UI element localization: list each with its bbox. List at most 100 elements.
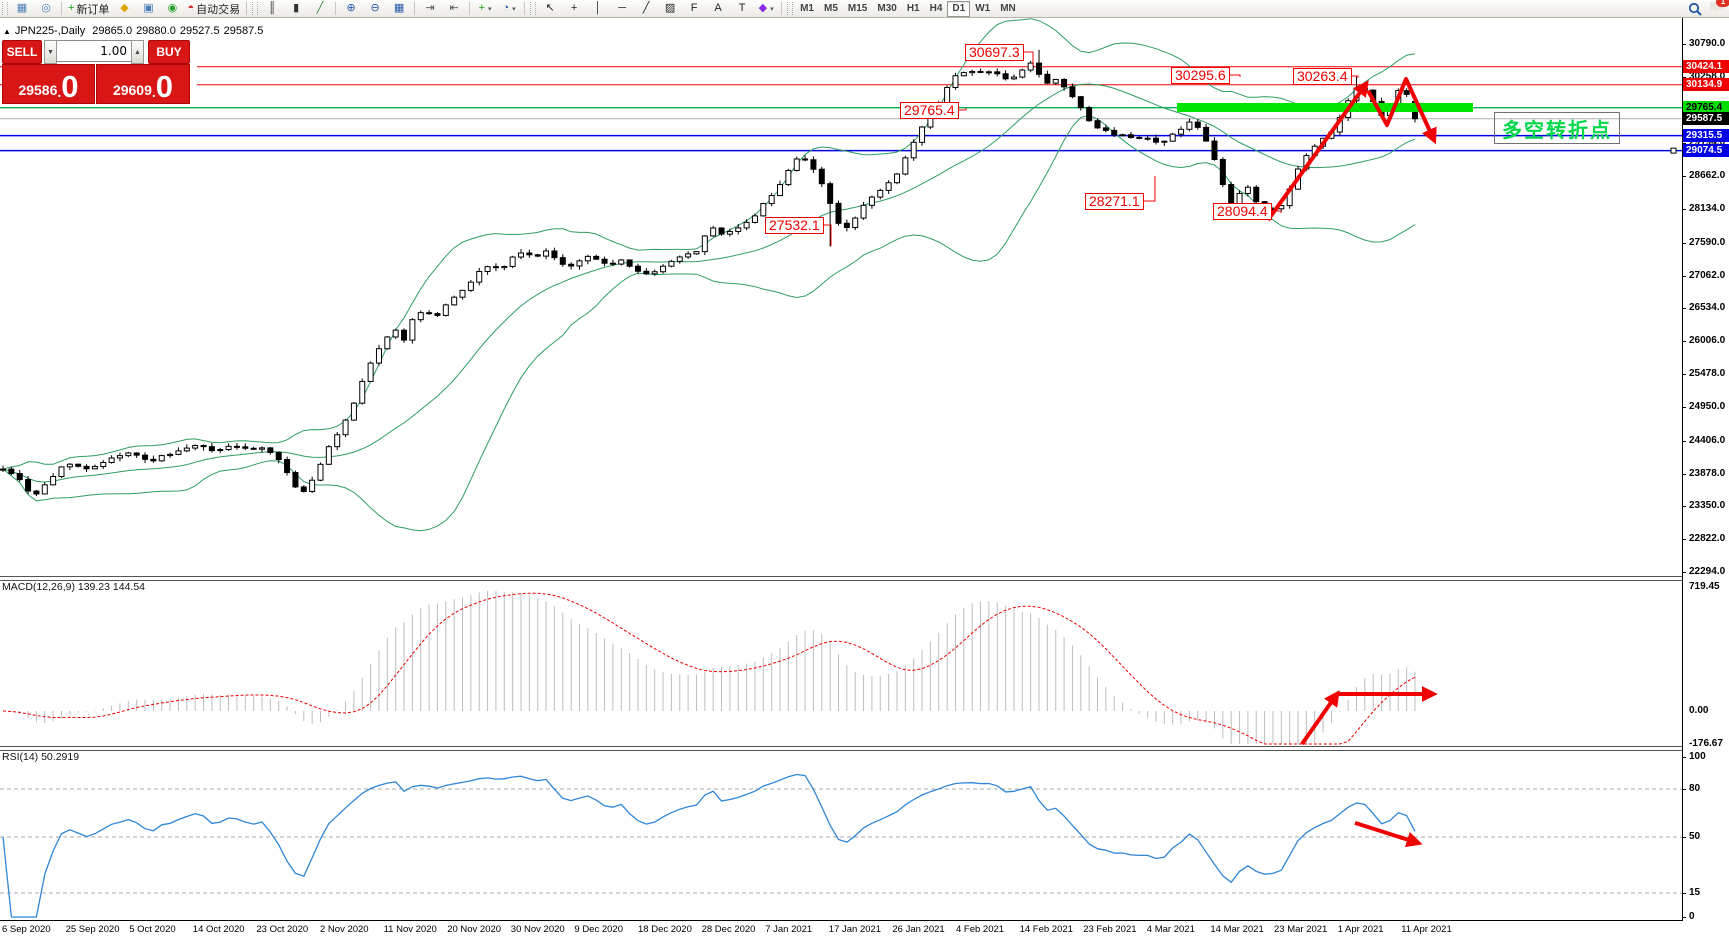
volume-up-button[interactable]: ▲ — [131, 40, 144, 64]
price-label-30295.6[interactable]: 30295.6 — [1171, 67, 1230, 84]
vertical-line-button[interactable]: │ — [586, 0, 610, 17]
timeframe-m15-button[interactable]: M15 — [847, 3, 868, 14]
zoom-out-button[interactable]: ⊖ — [363, 0, 387, 17]
text-button[interactable]: A — [706, 0, 730, 17]
text-label-icon: T — [738, 2, 746, 14]
community-button[interactable]: ◉ — [160, 0, 184, 17]
toolbar-separator — [524, 2, 526, 15]
price-tick-mark — [1682, 44, 1686, 45]
crosshair-button[interactable]: + — [562, 0, 586, 17]
cursor-button[interactable]: ↖ — [538, 0, 562, 17]
price-tick-label: 28134.0 — [1689, 203, 1726, 215]
price-label-28271.1[interactable]: 28271.1 — [1085, 193, 1144, 210]
collapse-trading-icon[interactable]: ▲ — [3, 27, 11, 36]
candle-body — [359, 380, 366, 404]
price-label-29765.4[interactable]: 29765.4 — [900, 102, 959, 119]
time-axis-line — [0, 920, 1683, 921]
bar-chart-button[interactable]: ║ — [260, 0, 284, 17]
auto-scroll-button[interactable]: ⇥ — [418, 0, 442, 17]
buy-button[interactable]: BUY — [148, 40, 190, 64]
trendline-button[interactable]: ╱ — [634, 0, 658, 17]
macd-arrow[interactable] — [1300, 690, 1340, 746]
tile-windows-button[interactable]: ▦ — [387, 0, 411, 17]
timeframe-m5-button[interactable]: M5 — [824, 3, 838, 14]
candle-body — [760, 203, 767, 217]
auto-trading-button[interactable]: ◓ 自动交易 — [184, 0, 243, 17]
timeframe-h1-button[interactable]: H1 — [906, 3, 920, 14]
timeframe-h4-button[interactable]: H4 — [929, 3, 943, 14]
notifications-button[interactable]: 1 — [1710, 0, 1729, 17]
volume-down-button[interactable]: ▼ — [44, 40, 57, 64]
text-label-button[interactable]: T — [730, 0, 754, 17]
toolbar-right: 1 — [1688, 0, 1729, 17]
price-label-30697.3[interactable]: 30697.3 — [965, 44, 1024, 61]
sell-price-box[interactable]: 29586. 0 — [2, 64, 95, 104]
rsi-axis-label: 50 — [1689, 831, 1701, 842]
timeframe-d1-button[interactable]: D1 — [947, 0, 971, 17]
candle-body — [534, 254, 541, 257]
toolbar-grip[interactable] — [2, 2, 8, 15]
line-chart-button[interactable]: ╱ — [308, 0, 332, 17]
arrows-button[interactable]: ◆ ▾ — [754, 0, 778, 17]
price-label-28094.4[interactable]: 28094.4 — [1213, 203, 1272, 220]
toolbar-grip[interactable] — [252, 2, 259, 15]
macd-panel-divider[interactable] — [0, 576, 1682, 581]
data-window-button[interactable]: ▣ — [136, 0, 160, 17]
candlestick-chart-button[interactable]: ▮ — [284, 0, 308, 17]
candle-body — [426, 312, 433, 315]
search-icon[interactable] — [1688, 2, 1702, 16]
date-label: 14 Feb 2021 — [1019, 924, 1073, 935]
arrows-dropdown-icon[interactable]: ▾ — [770, 5, 774, 13]
sell-button[interactable]: SELL — [2, 40, 42, 64]
candle-body — [994, 71, 1001, 75]
timeframe-mn-button[interactable]: MN — [1000, 3, 1016, 14]
candle-body — [868, 196, 875, 206]
community-icon: ◉ — [167, 2, 178, 14]
price-axis[interactable]: 30790.030258.029726.029194.028662.028134… — [1682, 0, 1729, 938]
rsi-axis-label: 15 — [1689, 887, 1701, 898]
time-axis[interactable]: 6 Sep 2020 25 Sep 2020 5 Oct 2020 14 Oct 20… — [0, 921, 1682, 938]
price-tick-mark — [1682, 77, 1686, 79]
new-chart-button[interactable]: ▦ — [10, 0, 34, 17]
horizontal-line-icon: ─ — [618, 2, 626, 14]
chart-shift-button[interactable]: ⇤ — [442, 0, 466, 17]
zoom-in-button[interactable]: ⊕ — [339, 0, 363, 17]
trend-arrow[interactable] — [1366, 77, 1437, 145]
buy-price-box[interactable]: 29609. 0 — [96, 64, 190, 104]
turning-point-annotation[interactable]: 多空转折点 — [1494, 112, 1620, 144]
price-label-27532.1[interactable]: 27532.1 — [765, 217, 824, 234]
timeframe-m30-button[interactable]: M30 — [877, 3, 897, 14]
fibonacci-button[interactable]: F — [682, 0, 706, 17]
market-watch-button[interactable]: ◆ — [112, 0, 136, 17]
toolbar-grip[interactable] — [530, 2, 537, 15]
candle-body — [108, 457, 115, 463]
horizontal-line-button[interactable]: ─ — [610, 0, 634, 17]
trend-arrow[interactable] — [1266, 80, 1369, 222]
candle-body — [91, 466, 98, 470]
timeframe-w1-button[interactable]: W1 — [975, 3, 991, 14]
rsi-arrow[interactable] — [1354, 820, 1423, 848]
price-tick-label: 30258.0 — [1689, 71, 1726, 83]
date-label: 4 Mar 2021 — [1146, 924, 1195, 935]
new-order-button[interactable]: + 新订单 — [65, 0, 112, 17]
price-label-connector — [1144, 176, 1156, 202]
vertical-line-icon: │ — [594, 2, 602, 14]
chart-profiles-button[interactable]: ◎ — [34, 0, 58, 17]
timeframe-m1-button[interactable]: M1 — [800, 3, 814, 14]
candle-body — [676, 256, 683, 262]
indicators-list-dropdown-icon[interactable]: ▾ — [488, 5, 492, 13]
candle-body — [751, 215, 758, 223]
periods-dropdown-icon[interactable]: ▾ — [512, 5, 516, 13]
date-label: 23 Mar 2021 — [1274, 924, 1328, 935]
hline-handle[interactable] — [1670, 147, 1677, 154]
support-zone-highlight[interactable] — [1177, 102, 1473, 112]
indicators-list-button[interactable]: + ▾ — [473, 0, 497, 17]
candle-body — [543, 250, 550, 257]
periods-button[interactable]: ◔ ▾ — [497, 0, 521, 17]
price-label-30263.4[interactable]: 30263.4 — [1293, 68, 1352, 85]
rsi-panel-divider[interactable] — [0, 746, 1682, 751]
candle-body — [25, 479, 32, 492]
volume-input[interactable] — [57, 40, 131, 62]
toolbar-grip[interactable] — [787, 2, 794, 15]
equidistant-channel-button[interactable]: ▨ — [658, 0, 682, 17]
